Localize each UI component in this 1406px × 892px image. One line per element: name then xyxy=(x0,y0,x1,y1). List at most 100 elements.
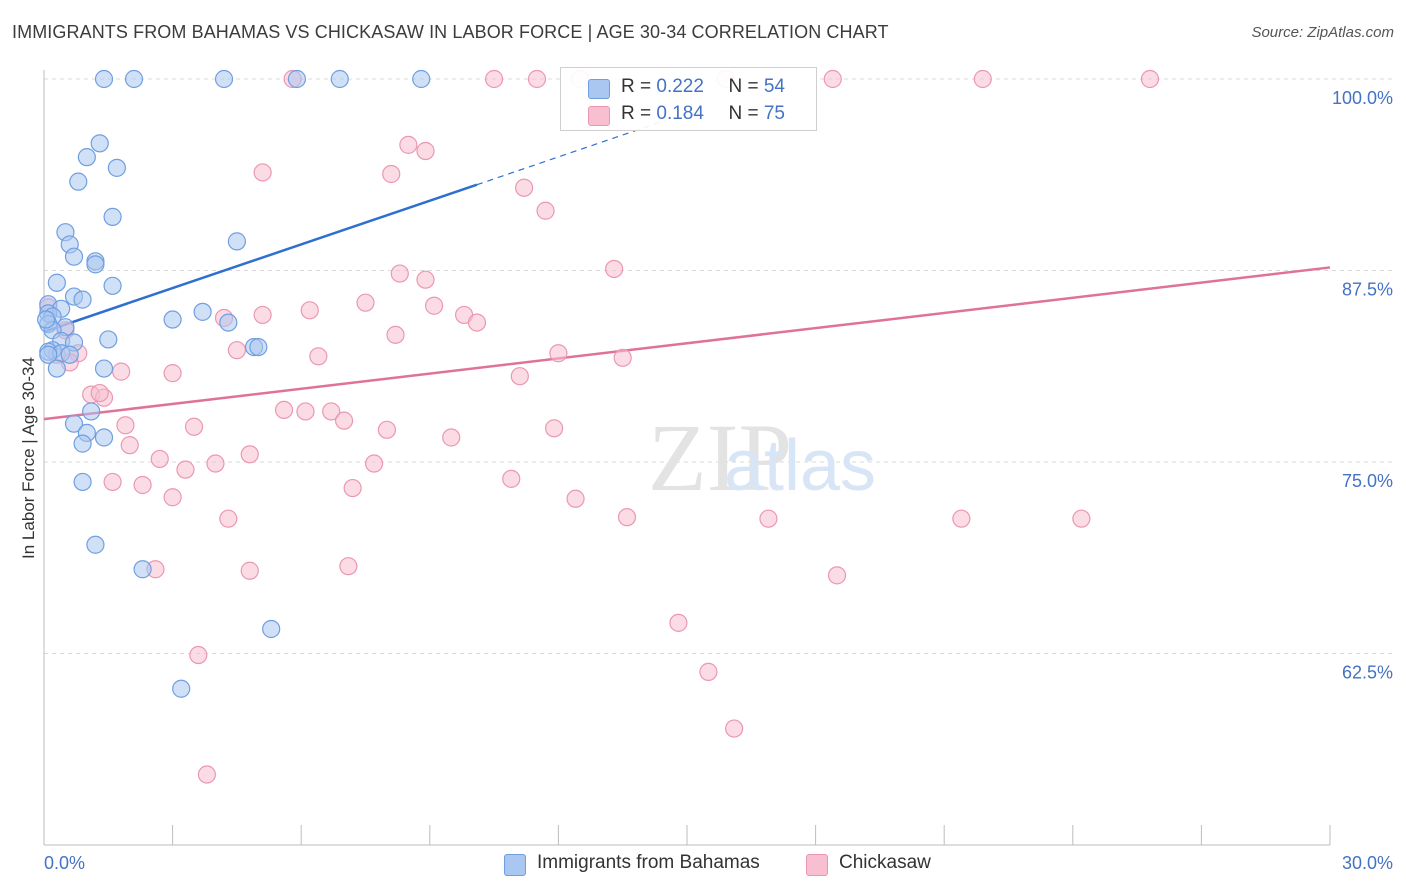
chickasaw-point xyxy=(189,645,208,665)
bahamas-point xyxy=(103,207,122,226)
bahamas-point xyxy=(73,290,92,309)
bahamas-point xyxy=(103,276,122,295)
chickasaw-point xyxy=(112,362,131,381)
chickasaw-point xyxy=(973,69,992,89)
chickasaw-point xyxy=(253,305,272,325)
chickasaw-point xyxy=(502,469,521,488)
bahamas-point xyxy=(249,338,268,357)
chickasaw-point xyxy=(90,383,109,403)
bahamas-point xyxy=(73,472,92,492)
chickasaw-point xyxy=(613,348,632,367)
bahamas-point xyxy=(124,69,144,89)
legend-n-label: N = xyxy=(728,76,764,97)
chickasaw-point xyxy=(322,402,341,421)
chickasaw-point xyxy=(253,163,272,182)
tick-labels: 62.5% 75.0% 87.5% 100.0% 0.0% 30.0% xyxy=(44,88,1393,873)
chickasaw-point xyxy=(386,325,405,344)
chickasaw-point xyxy=(399,135,418,154)
chickasaw-point xyxy=(827,566,847,585)
chickasaw-point xyxy=(759,509,778,528)
chickasaw-point xyxy=(184,417,204,436)
chickasaw-point xyxy=(206,454,225,473)
chickasaw-point xyxy=(240,445,259,464)
legend-row-chickasaw: R = 0.184 N = 75 xyxy=(561,100,816,128)
chickasaw-point xyxy=(219,509,238,528)
bahamas-point xyxy=(90,134,109,153)
chickasaw-point xyxy=(605,259,624,279)
chickasaw-trend-line xyxy=(43,266,1331,421)
chickasaw-point xyxy=(163,488,182,507)
y-tick-label: 62.5% xyxy=(1342,663,1393,683)
bahamas-point xyxy=(133,560,152,579)
bahamas-point xyxy=(287,69,307,89)
bahamas-point xyxy=(77,148,96,167)
legend-row-bahamas: R = 0.222 N = 54 xyxy=(561,73,816,101)
chickasaw-point xyxy=(382,164,401,184)
bahamas-trend-extension xyxy=(476,119,666,186)
chickasaw-point xyxy=(377,420,397,439)
legend-r-label: R = xyxy=(621,76,657,97)
legend-r-value: 0.184 xyxy=(656,103,704,124)
axes-layer xyxy=(43,70,1331,846)
legend-n-value: 54 xyxy=(763,76,785,97)
bahamas-point xyxy=(219,313,238,332)
x-tick-label: 30.0% xyxy=(1342,853,1393,873)
chickasaw-point xyxy=(424,296,444,315)
legend-swatch-bahamas xyxy=(588,79,610,99)
chickasaw-point xyxy=(1072,509,1091,528)
chickasaw-point xyxy=(163,364,182,383)
bahamas-point xyxy=(172,679,191,698)
bahamas-point xyxy=(330,69,349,89)
points-layer xyxy=(37,69,1160,784)
watermark-zip: ZIP xyxy=(648,404,792,511)
chickasaw-point xyxy=(549,344,568,363)
chickasaw-point xyxy=(545,419,564,438)
bahamas-point xyxy=(86,535,105,554)
bahamas-point xyxy=(94,69,114,89)
bahamas-point xyxy=(94,428,114,447)
chickasaw-point xyxy=(1140,69,1160,89)
x-tick-label: 0.0% xyxy=(44,853,85,873)
chickasaw-point xyxy=(566,489,585,508)
y-tick-label: 100.0% xyxy=(1332,88,1393,108)
chickasaw-point xyxy=(725,719,744,738)
bahamas-point xyxy=(262,619,281,639)
legend-swatch-chickasaw xyxy=(588,106,610,126)
legend-label-chickasaw: Chickasaw xyxy=(839,852,931,873)
chickasaw-point xyxy=(823,69,842,89)
chickasaw-point xyxy=(309,347,328,366)
y-tick-label: 87.5% xyxy=(1342,280,1393,300)
bahamas-point xyxy=(214,69,234,89)
bahamas-point xyxy=(82,402,101,421)
chickasaw-point xyxy=(343,478,362,498)
bahamas-point xyxy=(47,359,66,378)
y-tick-label: 75.0% xyxy=(1342,471,1393,491)
chickasaw-point xyxy=(296,402,315,421)
chickasaw-point xyxy=(133,475,152,495)
chickasaw-point xyxy=(617,508,637,527)
bahamas-point xyxy=(37,310,56,329)
y-axis-label: In Labor Force | Age 30-34 xyxy=(19,357,38,559)
chickasaw-point xyxy=(952,509,971,528)
chickasaw-point xyxy=(515,178,534,197)
chart-title: IMMIGRANTS FROM BAHAMAS VS CHICKASAW IN … xyxy=(12,22,889,42)
bahamas-point xyxy=(193,302,212,321)
bahamas-point xyxy=(412,69,431,89)
stats-legend: R = 0.222 N = 54 R = 0.184 N = 75 xyxy=(560,67,817,131)
chickasaw-point xyxy=(274,400,294,420)
chickasaw-point xyxy=(334,411,354,430)
legend-label-bahamas: Immigrants from Bahamas xyxy=(537,852,760,873)
bottom-legend: Immigrants from Bahamas Chickasaw xyxy=(0,851,1406,879)
chickasaw-point xyxy=(103,472,122,492)
bahamas-point xyxy=(64,247,84,266)
bahamas-trend-line xyxy=(43,183,478,333)
chickasaw-point xyxy=(416,270,435,289)
source-credit: Source: ZipAtlas.com xyxy=(1251,24,1394,41)
chickasaw-point xyxy=(176,460,195,479)
chickasaw-point xyxy=(390,264,409,283)
bahamas-point xyxy=(39,345,58,364)
chickasaw-point xyxy=(300,301,319,320)
legend-r-value: 0.222 xyxy=(656,76,704,97)
bahamas-point xyxy=(227,232,246,251)
chickasaw-point xyxy=(364,454,384,473)
